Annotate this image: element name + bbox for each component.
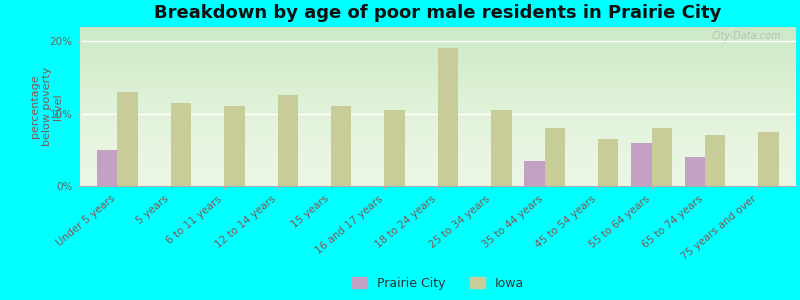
Bar xyxy=(278,95,298,186)
Bar xyxy=(438,48,458,186)
Bar xyxy=(598,139,618,186)
Bar xyxy=(118,92,138,186)
Title: Breakdown by age of poor male residents in Prairie City: Breakdown by age of poor male residents … xyxy=(154,4,722,22)
Legend: Prairie City, Iowa: Prairie City, Iowa xyxy=(346,272,530,295)
Bar xyxy=(545,128,565,186)
Bar xyxy=(385,110,405,186)
Bar xyxy=(705,135,726,186)
Bar xyxy=(97,150,118,186)
Text: City-Data.com: City-Data.com xyxy=(712,31,782,41)
Bar xyxy=(224,106,245,186)
Bar xyxy=(631,142,651,186)
Y-axis label: percentage
below poverty
level: percentage below poverty level xyxy=(30,67,63,146)
Bar xyxy=(685,157,705,186)
Bar xyxy=(491,110,512,186)
Bar xyxy=(171,103,191,186)
Bar xyxy=(331,106,351,186)
Bar xyxy=(651,128,672,186)
Bar xyxy=(525,160,545,186)
Bar xyxy=(758,132,778,186)
